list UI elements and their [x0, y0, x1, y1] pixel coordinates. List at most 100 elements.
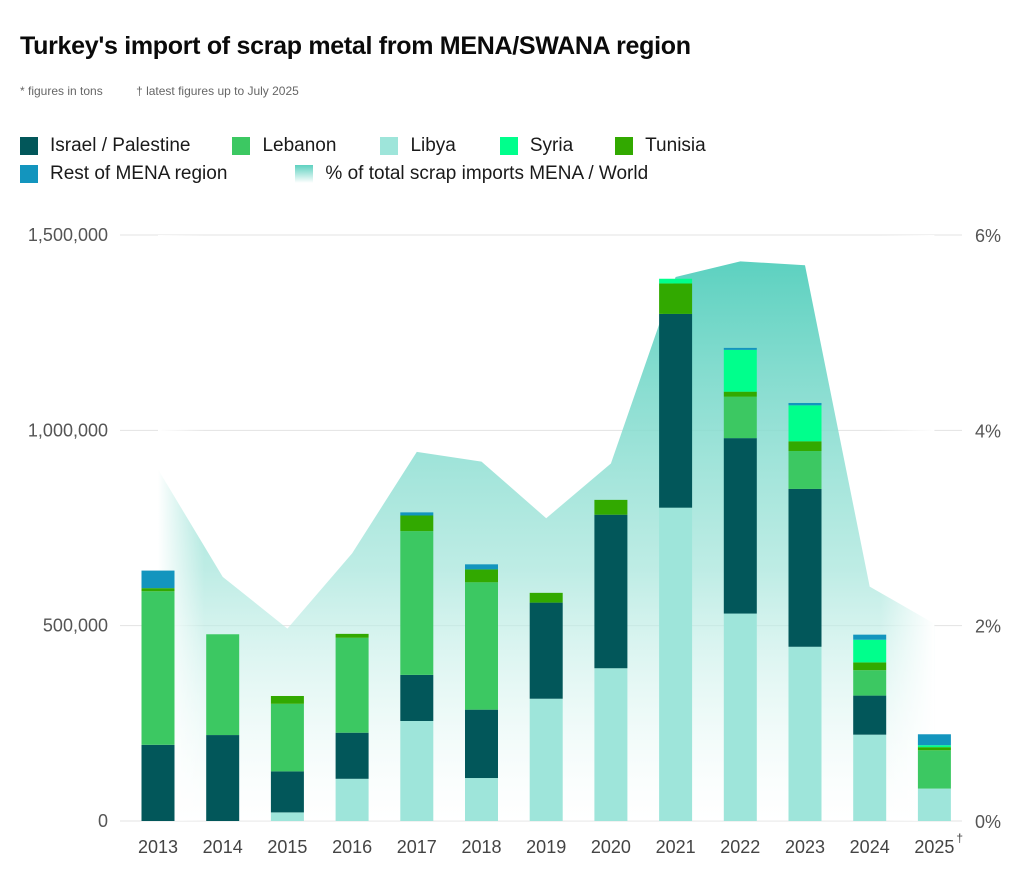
y-tick-label: 500,000 — [43, 616, 108, 636]
bar-stack-2017 — [400, 512, 434, 821]
bar-syria-2025 — [917, 745, 951, 748]
bar-lebanon-2016 — [335, 637, 369, 733]
bar-israel-palestine-2013 — [141, 744, 175, 821]
bar-tunisia-2013 — [141, 588, 175, 592]
bar-lebanon-2017 — [400, 531, 434, 675]
bar-stack-2014 — [206, 634, 240, 821]
legend-row-2: Rest of MENA region % of total scrap imp… — [20, 160, 706, 188]
bar-libya-2017 — [400, 720, 434, 821]
bar-stack-2025 — [917, 734, 951, 821]
chart-notes: * figures in tons † latest figures up to… — [20, 84, 329, 98]
x-tick-label-2019: 2019 — [526, 837, 566, 857]
bar-israel-palestine-2020 — [594, 514, 628, 669]
legend-item-percent: % of total scrap imports MENA / World — [295, 163, 648, 185]
y-axis-right: 0% 2% 4% 6% — [975, 226, 1001, 832]
bar-stack-2019 — [529, 592, 563, 821]
bar-libya-2018 — [465, 778, 498, 821]
bar-syria-2024 — [853, 639, 887, 663]
y2-tick-label: 6% — [975, 226, 1001, 246]
bar-tunisia-2023 — [788, 441, 822, 452]
bar-libya-2021 — [659, 507, 693, 821]
x-tick-label-2015: 2015 — [267, 837, 307, 857]
bar-syria-2023 — [788, 405, 822, 442]
bar-libya-2025 — [917, 788, 951, 821]
note-latest: † latest figures up to July 2025 — [136, 84, 299, 98]
bar-lebanon-2023 — [788, 451, 822, 489]
bar-lebanon-2015 — [270, 703, 304, 772]
bar-rest-of-mena-region-2024 — [853, 634, 887, 640]
bar-rest-of-mena-region-2018 — [465, 564, 498, 570]
note-units: * figures in tons — [20, 84, 103, 98]
bar-rest-of-mena-region-2017 — [400, 512, 434, 516]
bar-tunisia-2015 — [270, 695, 304, 704]
legend-swatch-rest — [20, 165, 38, 183]
legend-label-lebanon: Lebanon — [262, 135, 337, 156]
x-tick-label-2018: 2018 — [461, 837, 501, 857]
legend-label-libya: Libya — [410, 135, 456, 156]
bar-stack-2016 — [335, 633, 369, 821]
legend-item-lebanon: Lebanon — [232, 135, 336, 157]
legend-swatch-lebanon — [232, 137, 251, 155]
bar-libya-2024 — [853, 734, 887, 821]
bar-rest-of-mena-region-2022 — [723, 347, 757, 350]
legend-swatch-percent — [295, 165, 314, 183]
y-tick-label: 1,000,000 — [28, 420, 108, 440]
bar-tunisia-2021 — [659, 283, 693, 314]
bar-stack-2020 — [594, 499, 628, 821]
bar-libya-2023 — [788, 646, 822, 821]
legend-label-tunisia: Tunisia — [645, 135, 706, 156]
legend-item-rest: Rest of MENA region — [20, 163, 227, 185]
y-axis-left: 0 500,000 1,000,000 1,500,000 — [28, 225, 108, 831]
bar-israel-palestine-2016 — [335, 732, 369, 779]
bars-layer — [141, 278, 951, 821]
bar-stack-2021 — [659, 278, 693, 821]
bar-stack-2024 — [853, 634, 887, 821]
x-tick-label-2017: 2017 — [397, 837, 437, 857]
x-tick-label-2014: 2014 — [203, 837, 243, 857]
bar-libya-2020 — [594, 668, 628, 821]
bar-tunisia-2024 — [853, 662, 887, 671]
bar-stack-2018 — [465, 564, 498, 821]
x-tick-label-2024: 2024 — [850, 837, 890, 857]
bar-tunisia-2022 — [723, 391, 757, 397]
bar-israel-palestine-2024 — [853, 695, 887, 735]
bar-libya-2019 — [529, 698, 563, 821]
chart-title: Turkey's import of scrap metal from MENA… — [20, 32, 691, 60]
bar-tunisia-2020 — [594, 499, 628, 515]
bar-stack-2013 — [141, 570, 175, 821]
bar-syria-2022 — [723, 349, 757, 392]
legend-item-israel: Israel / Palestine — [20, 135, 190, 157]
bar-lebanon-2014 — [206, 634, 240, 736]
bar-tunisia-2018 — [465, 569, 498, 583]
x-tick-label-2025: 2025 — [914, 837, 954, 857]
legend-swatch-libya — [380, 137, 399, 155]
bar-libya-2015 — [270, 812, 304, 821]
bar-israel-palestine-2021 — [659, 313, 693, 508]
legend-item-tunisia: Tunisia — [615, 135, 706, 157]
y-tick-label: 1,500,000 — [28, 225, 108, 245]
x-tick-label-2020: 2020 — [591, 837, 631, 857]
bar-tunisia-2016 — [335, 633, 369, 638]
x-tick-label-2016: 2016 — [332, 837, 372, 857]
bar-syria-2021 — [659, 278, 693, 284]
bar-stack-2023 — [788, 402, 822, 821]
bar-lebanon-2025 — [917, 750, 951, 789]
legend-swatch-israel — [20, 137, 38, 155]
y-tick-label: 0 — [98, 811, 108, 831]
x-tick-label-2023: 2023 — [785, 837, 825, 857]
bar-israel-palestine-2018 — [465, 709, 498, 779]
bar-rest-of-mena-region-2025 — [917, 734, 951, 746]
x-tick-label-2013: 2013 — [138, 837, 178, 857]
legend-label-rest: Rest of MENA region — [50, 163, 228, 184]
bar-lebanon-2024 — [853, 670, 887, 696]
bar-israel-palestine-2014 — [206, 735, 240, 821]
legend: Israel / Palestine Lebanon Libya Syria T… — [20, 132, 706, 188]
bar-israel-palestine-2017 — [400, 674, 434, 721]
legend-item-libya: Libya — [380, 135, 456, 157]
bar-israel-palestine-2023 — [788, 488, 822, 647]
x-tick-label-2021: 2021 — [656, 837, 696, 857]
x-tick-label-2022: 2022 — [720, 837, 760, 857]
y2-tick-label: 0% — [975, 812, 1001, 832]
bar-libya-2016 — [335, 778, 369, 821]
